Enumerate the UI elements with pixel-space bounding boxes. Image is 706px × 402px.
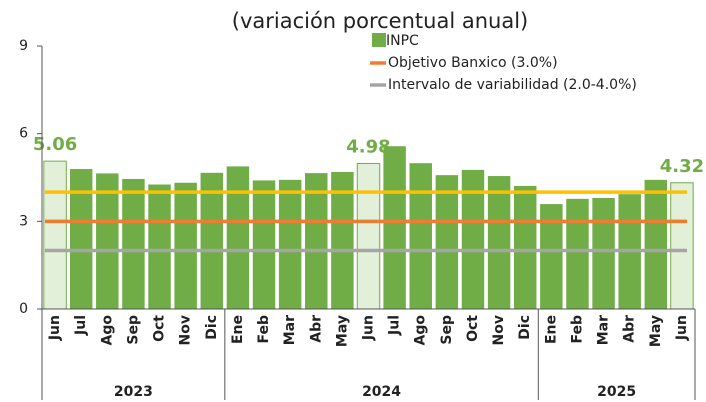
x-tick-label: Jun bbox=[361, 315, 377, 341]
year-label: 2024 bbox=[362, 384, 401, 400]
bar bbox=[96, 173, 119, 309]
bar bbox=[409, 163, 432, 309]
x-tick-label: Ene bbox=[230, 315, 246, 344]
year-label: 2025 bbox=[597, 384, 636, 400]
x-tick-label: Ago bbox=[99, 315, 115, 346]
x-tick-label: Jun bbox=[674, 315, 690, 341]
bar bbox=[566, 198, 589, 309]
x-tick-label: Feb bbox=[569, 315, 585, 344]
bar bbox=[174, 182, 197, 309]
bar bbox=[252, 180, 276, 309]
bar bbox=[670, 182, 694, 310]
bar bbox=[43, 160, 67, 310]
x-tick-label: May bbox=[334, 315, 350, 347]
value-label: 4.98 bbox=[346, 136, 390, 157]
y-tick-label: 9 bbox=[19, 38, 28, 54]
legend-label: Intervalo de variabilidad (2.0-4.0%) bbox=[388, 77, 637, 93]
x-tick-label: Ene bbox=[543, 315, 559, 344]
bar bbox=[592, 197, 615, 309]
x-tick-label: Ago bbox=[413, 315, 429, 346]
y-tick-label: 6 bbox=[19, 126, 28, 142]
bar bbox=[200, 172, 224, 309]
x-tick-label: Abr bbox=[622, 315, 638, 343]
x-tick-label: Mar bbox=[282, 315, 298, 345]
bar bbox=[644, 179, 668, 309]
legend-label: INPC bbox=[386, 33, 419, 49]
x-tick-label: Jun bbox=[47, 315, 63, 341]
y-tick-label: 0 bbox=[19, 301, 28, 317]
bar bbox=[540, 204, 563, 309]
value-label: 4.32 bbox=[660, 156, 704, 177]
bar bbox=[278, 179, 302, 309]
x-tick-label: Sep bbox=[439, 315, 455, 345]
year-label: 2023 bbox=[114, 384, 153, 400]
value-label: 5.06 bbox=[33, 134, 77, 155]
legend-label: Objetivo Banxico (3.0%) bbox=[388, 55, 558, 71]
x-tick-label: Feb bbox=[256, 315, 272, 344]
x-tick-label: Mar bbox=[596, 315, 612, 345]
x-tick-label: Abr bbox=[308, 315, 324, 343]
bar bbox=[487, 176, 511, 309]
x-tick-label: Sep bbox=[125, 315, 141, 345]
bar bbox=[331, 171, 354, 309]
x-tick-label: Jul bbox=[73, 315, 89, 336]
x-tick-label: Oct bbox=[465, 315, 481, 342]
x-tick-label: Oct bbox=[152, 315, 168, 342]
bar bbox=[356, 162, 381, 310]
y-tick-label: 3 bbox=[19, 213, 28, 229]
bar bbox=[513, 185, 537, 309]
x-tick-label: May bbox=[648, 315, 664, 347]
bar bbox=[305, 173, 328, 309]
x-tick-label: Dic bbox=[517, 315, 533, 340]
x-tick-label: Nov bbox=[178, 315, 194, 345]
chart-title: (variación porcentual anual) bbox=[232, 9, 528, 33]
bar bbox=[383, 146, 406, 309]
bar bbox=[148, 184, 171, 309]
bar bbox=[69, 169, 93, 309]
bar bbox=[435, 175, 459, 309]
bar bbox=[461, 169, 485, 309]
bar bbox=[226, 166, 250, 309]
x-tick-label: Dic bbox=[204, 315, 220, 340]
legend-swatch bbox=[372, 33, 386, 47]
x-tick-label: Jul bbox=[387, 315, 403, 336]
x-tick-label: Nov bbox=[491, 315, 507, 345]
bar bbox=[122, 178, 145, 309]
